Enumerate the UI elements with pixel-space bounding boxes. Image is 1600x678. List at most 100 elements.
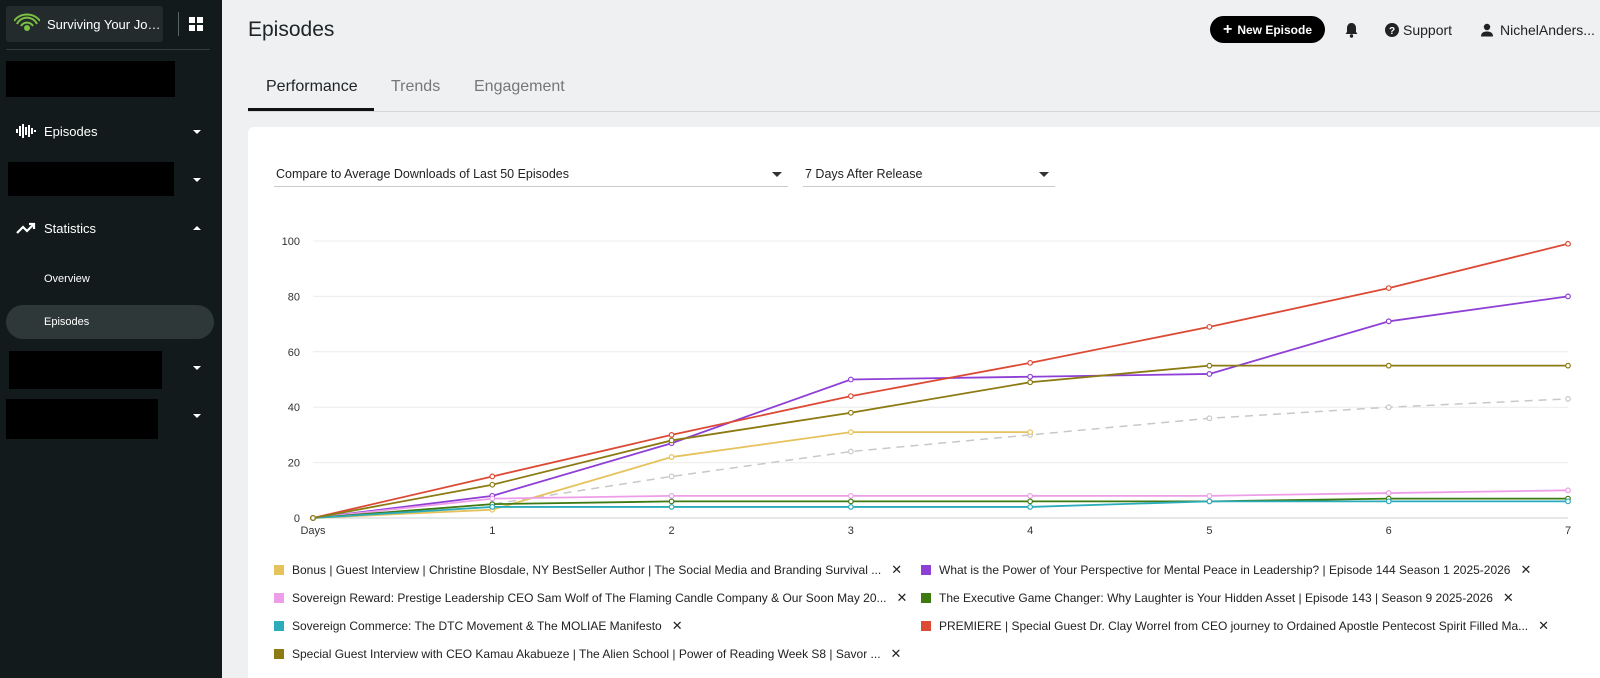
data-point [668, 492, 675, 499]
legend-label: Special Guest Interview with CEO Kamau A… [292, 647, 881, 661]
average-series-line [312, 398, 1569, 519]
legend-item[interactable]: Special Guest Interview with CEO Kamau A… [274, 646, 901, 662]
data-point [489, 504, 496, 510]
chevron-up-icon[interactable] [193, 226, 201, 230]
data-point [1565, 362, 1571, 369]
legend-item[interactable]: Sovereign Commerce: The DTC Movement & T… [274, 618, 683, 634]
legend-item[interactable]: PREMIERE | Special Guest Dr. Clay Worrel… [921, 618, 1549, 634]
legend-swatch [274, 621, 284, 631]
trending-up-icon [16, 222, 36, 234]
close-icon[interactable]: ✕ [1538, 618, 1550, 633]
series-line [312, 500, 1568, 519]
legend-item[interactable]: The Executive Game Changer: Why Laughter… [921, 590, 1514, 606]
tab-performance[interactable]: Performance [266, 78, 358, 95]
legend-item[interactable]: Bonus | Guest Interview | Christine Blos… [274, 562, 902, 578]
series-line [312, 242, 1569, 519]
downloads-chart: 0 20 40 60 80 100 Days 1 2 3 4 5 6 7 [282, 236, 1571, 537]
sidebar: Surviving Your Jour... Episodes Statisti… [0, 0, 222, 678]
sidebar-item-label: Statistics [44, 220, 97, 236]
data-point [489, 473, 496, 480]
data-point [1027, 373, 1034, 380]
bell-icon[interactable] [1344, 22, 1359, 38]
data-point [1565, 498, 1571, 505]
y-tick-label: 60 [288, 347, 300, 359]
data-point [1206, 498, 1213, 505]
x-tick-label: 4 [1027, 525, 1033, 537]
chevron-down-icon[interactable] [193, 130, 201, 134]
tab-trends[interactable]: Trends [391, 78, 441, 95]
legend-swatch [921, 593, 931, 603]
data-point [668, 431, 675, 438]
sidebar-item-episodes[interactable]: Episodes [16, 118, 206, 144]
plus-icon: + [1222, 20, 1233, 38]
help-icon: ? [1385, 23, 1399, 37]
y-tick-label: 20 [288, 458, 300, 470]
data-point [847, 376, 854, 383]
data-point [668, 437, 675, 444]
divider [178, 12, 179, 36]
data-point [1385, 318, 1392, 325]
data-point [847, 492, 854, 499]
compare-select[interactable]: Compare to Average Downloads of Last 50 … [274, 161, 788, 187]
tab-engagement[interactable]: Engagement [474, 78, 565, 95]
podcast-switcher[interactable]: Surviving Your Jour... [6, 6, 163, 42]
data-point [1206, 492, 1213, 499]
y-tick-label: 80 [288, 291, 300, 303]
sidebar-subitem-overview[interactable]: Overview [44, 273, 90, 285]
chevron-down-icon[interactable] [193, 366, 201, 370]
divider [6, 49, 210, 50]
data-point [1385, 490, 1392, 496]
support-link[interactable]: ? Support [1385, 22, 1452, 38]
apps-grid-icon[interactable] [188, 16, 204, 32]
divider [248, 111, 1600, 112]
sidebar-item-statistics[interactable]: Statistics [16, 215, 206, 241]
support-label: Support [1403, 22, 1453, 38]
x-tick-label: Days [300, 525, 326, 537]
legend-item[interactable]: Sovereign Reward: Prestige Leadership CE… [274, 590, 907, 606]
podcast-name: Surviving Your Jour... [47, 16, 163, 32]
active-tab-indicator [248, 108, 374, 111]
close-icon[interactable]: ✕ [891, 562, 903, 577]
data-point [847, 409, 854, 416]
user-menu[interactable]: NichelAnders... [1480, 22, 1595, 38]
data-point [1206, 415, 1213, 422]
data-point [1206, 362, 1213, 369]
data-point [1027, 429, 1034, 436]
close-icon[interactable]: ✕ [1502, 590, 1514, 605]
series-line [312, 489, 1569, 519]
x-tick-label: 1 [489, 525, 495, 537]
data-point [1027, 498, 1034, 505]
data-point [1206, 323, 1213, 330]
data-point [1206, 371, 1213, 377]
data-point [1565, 395, 1571, 402]
data-point [1385, 362, 1392, 369]
legend-item[interactable]: What is the Power of Your Perspective fo… [921, 562, 1531, 578]
chevron-down-icon [1039, 172, 1049, 177]
performance-card: Compare to Average Downloads of Last 50 … [248, 127, 1600, 678]
data-point [668, 454, 675, 460]
new-episode-label: New Episode [1237, 22, 1313, 37]
new-episode-button[interactable]: + New Episode [1210, 16, 1325, 43]
data-point [668, 498, 675, 505]
close-icon[interactable]: ✕ [890, 646, 902, 661]
range-select[interactable]: 7 Days After Release [803, 161, 1055, 187]
sidebar-item-label: Episodes [44, 123, 98, 139]
data-point [1027, 359, 1034, 366]
close-icon[interactable]: ✕ [896, 590, 908, 605]
legend-label: The Executive Game Changer: Why Laughter… [939, 591, 1493, 605]
data-point [1027, 492, 1034, 499]
legend-label: Bonus | Guest Interview | Christine Blos… [292, 563, 882, 577]
sidebar-subitem-episodes[interactable]: Episodes [44, 316, 90, 328]
sidebar-subitem-active-bg [6, 305, 214, 339]
legend-swatch [921, 621, 931, 631]
data-point [489, 481, 496, 488]
data-point [1027, 504, 1034, 510]
redacted-block [6, 399, 158, 439]
close-icon[interactable]: ✕ [671, 618, 683, 633]
chevron-down-icon[interactable] [193, 178, 201, 182]
data-point [1385, 498, 1392, 505]
data-point [489, 495, 496, 502]
page-title: Episodes [248, 18, 335, 41]
chevron-down-icon[interactable] [193, 414, 201, 418]
close-icon[interactable]: ✕ [1520, 562, 1532, 577]
